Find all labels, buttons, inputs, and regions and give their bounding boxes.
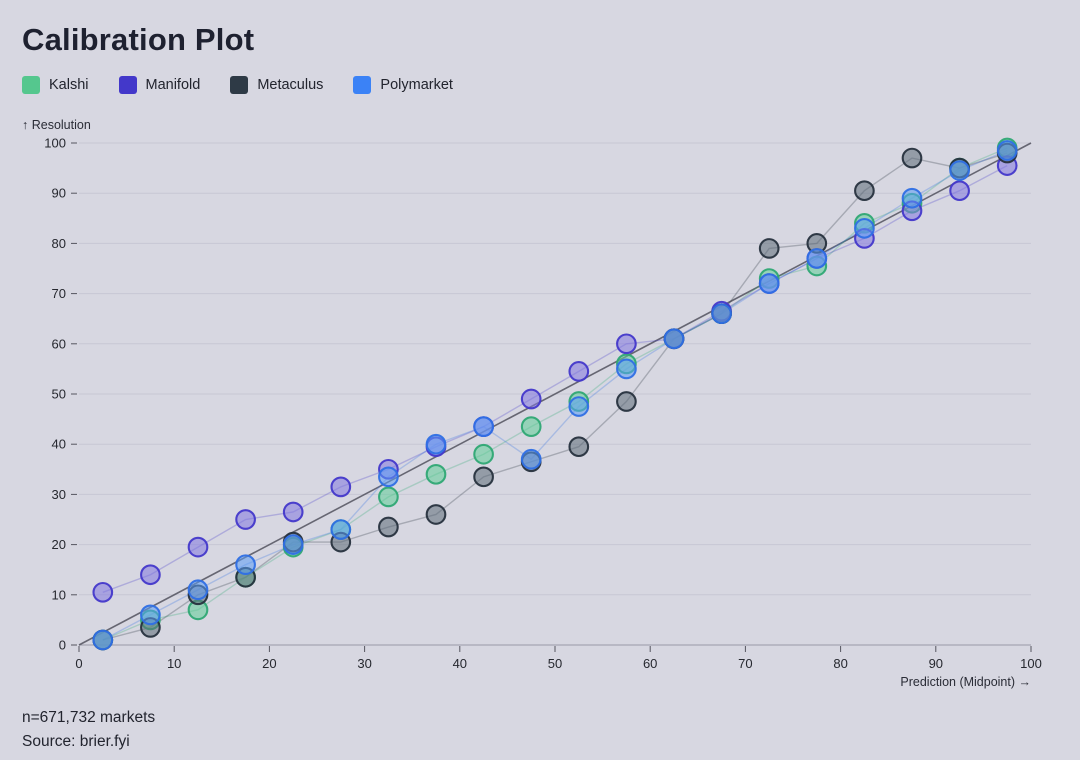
- legend-label: Kalshi: [49, 77, 89, 93]
- data-point-polymarket[interactable]: [92, 629, 114, 651]
- data-point-polymarket[interactable]: [140, 604, 161, 626]
- data-point-manifold[interactable]: [140, 564, 161, 586]
- x-axis-label: Prediction (Midpoint) →: [900, 675, 1031, 689]
- data-point-metaculus[interactable]: [425, 504, 447, 525]
- data-point-manifold[interactable]: [92, 581, 114, 603]
- data-point-polymarket[interactable]: [758, 273, 780, 294]
- data-point-polymarket[interactable]: [235, 554, 256, 576]
- data-point-kalshi[interactable]: [425, 463, 447, 485]
- chart-area: 0 10 20 30 40 50 60 70 80 90 100 0 10 20 30 40 50 60 70 80 9…: [21, 135, 1059, 700]
- x-tick-label: 10: [167, 656, 181, 671]
- x-tick-label: 40: [453, 656, 467, 671]
- y-axis-label: ↑ Resolution: [22, 118, 91, 132]
- data-point-kalshi[interactable]: [520, 416, 542, 437]
- data-point-manifold[interactable]: [520, 388, 542, 410]
- y-tick-label: 50: [52, 387, 66, 402]
- chart-footer: n=671,732 markets Source: brier.fyi: [22, 706, 1059, 754]
- data-point-polymarket[interactable]: [378, 466, 399, 488]
- source-text: Source: brier.fyi: [22, 733, 130, 751]
- data-point-kalshi[interactable]: [473, 443, 494, 465]
- legend-label: Manifold: [145, 77, 201, 93]
- legend-swatch-kalshi: [22, 76, 40, 94]
- legend-item-polymarket[interactable]: Polymarket: [353, 76, 453, 94]
- x-tick-label: 0: [75, 656, 82, 671]
- y-tick-label: 10: [52, 587, 66, 602]
- y-tick-label: 40: [52, 437, 66, 452]
- y-tick-label: 80: [52, 236, 66, 251]
- legend-item-metaculus[interactable]: Metaculus: [230, 76, 323, 94]
- data-point-metaculus[interactable]: [854, 180, 875, 202]
- data-point-kalshi[interactable]: [378, 486, 399, 508]
- legend-swatch-metaculus: [230, 76, 249, 94]
- legend: Kalshi Manifold Metaculus Polymarket: [22, 76, 1059, 94]
- x-tick-label: 100: [1020, 656, 1042, 671]
- data-point-polymarket[interactable]: [996, 140, 1018, 161]
- y-tick-label: 90: [52, 186, 66, 201]
- data-point-polymarket[interactable]: [901, 187, 923, 209]
- x-tick-label: 80: [833, 656, 847, 671]
- y-tick-label: 20: [52, 537, 66, 552]
- y-tick-label: 60: [52, 336, 66, 351]
- x-tick-label: 60: [643, 656, 657, 671]
- data-point-metaculus[interactable]: [901, 147, 923, 169]
- data-point-manifold[interactable]: [568, 361, 590, 382]
- data-point-manifold[interactable]: [330, 476, 352, 498]
- data-point-metaculus[interactable]: [616, 391, 637, 412]
- x-tick-label: 50: [548, 656, 562, 671]
- data-point-polymarket[interactable]: [616, 358, 637, 380]
- data-point-manifold[interactable]: [187, 536, 209, 558]
- data-point-polymarket[interactable]: [568, 396, 590, 417]
- data-point-polymarket[interactable]: [520, 448, 542, 470]
- data-point-metaculus[interactable]: [568, 436, 590, 458]
- data-point-manifold[interactable]: [616, 333, 637, 355]
- x-tick-label: 20: [262, 656, 276, 671]
- data-point-metaculus[interactable]: [473, 466, 494, 488]
- data-point-polymarket[interactable]: [854, 217, 875, 239]
- y-tick-label: 30: [52, 487, 66, 502]
- legend-item-kalshi[interactable]: Kalshi: [22, 76, 89, 94]
- y-tick-label: 100: [44, 136, 66, 151]
- data-point-polymarket[interactable]: [949, 160, 970, 181]
- legend-item-manifold[interactable]: Manifold: [118, 76, 201, 94]
- data-point-manifold[interactable]: [282, 501, 304, 523]
- x-tick-label: 90: [929, 656, 943, 671]
- page-title: Calibration Plot: [22, 22, 255, 57]
- y-tick-label: 70: [52, 286, 66, 301]
- x-tick-label: 70: [738, 656, 752, 671]
- data-point-polymarket[interactable]: [282, 534, 304, 555]
- legend-swatch-polymarket: [353, 76, 372, 94]
- data-point-manifold[interactable]: [949, 180, 970, 202]
- y-tick-label: 0: [59, 638, 66, 653]
- sample-size-text: n=671,732 markets: [22, 709, 156, 726]
- data-point-manifold[interactable]: [235, 509, 256, 530]
- data-point-polymarket[interactable]: [806, 248, 828, 269]
- data-point-polymarket[interactable]: [330, 519, 352, 540]
- data-point-metaculus[interactable]: [758, 238, 780, 259]
- data-point-polymarket[interactable]: [187, 579, 209, 601]
- legend-label: Polymarket: [380, 77, 453, 93]
- data-point-polymarket[interactable]: [425, 433, 447, 455]
- data-point-polymarket[interactable]: [473, 416, 494, 437]
- data-point-polymarket[interactable]: [711, 303, 732, 325]
- legend-label: Metaculus: [257, 77, 324, 93]
- data-point-metaculus[interactable]: [378, 516, 399, 538]
- data-point-polymarket[interactable]: [663, 328, 685, 350]
- x-tick-label: 30: [357, 656, 371, 671]
- calibration-chart: 0 10 20 30 40 50 60 70 80 90 100 0 10 20 30 40 50 60 70 80 9…: [44, 136, 1042, 690]
- legend-swatch-manifold: [118, 76, 137, 94]
